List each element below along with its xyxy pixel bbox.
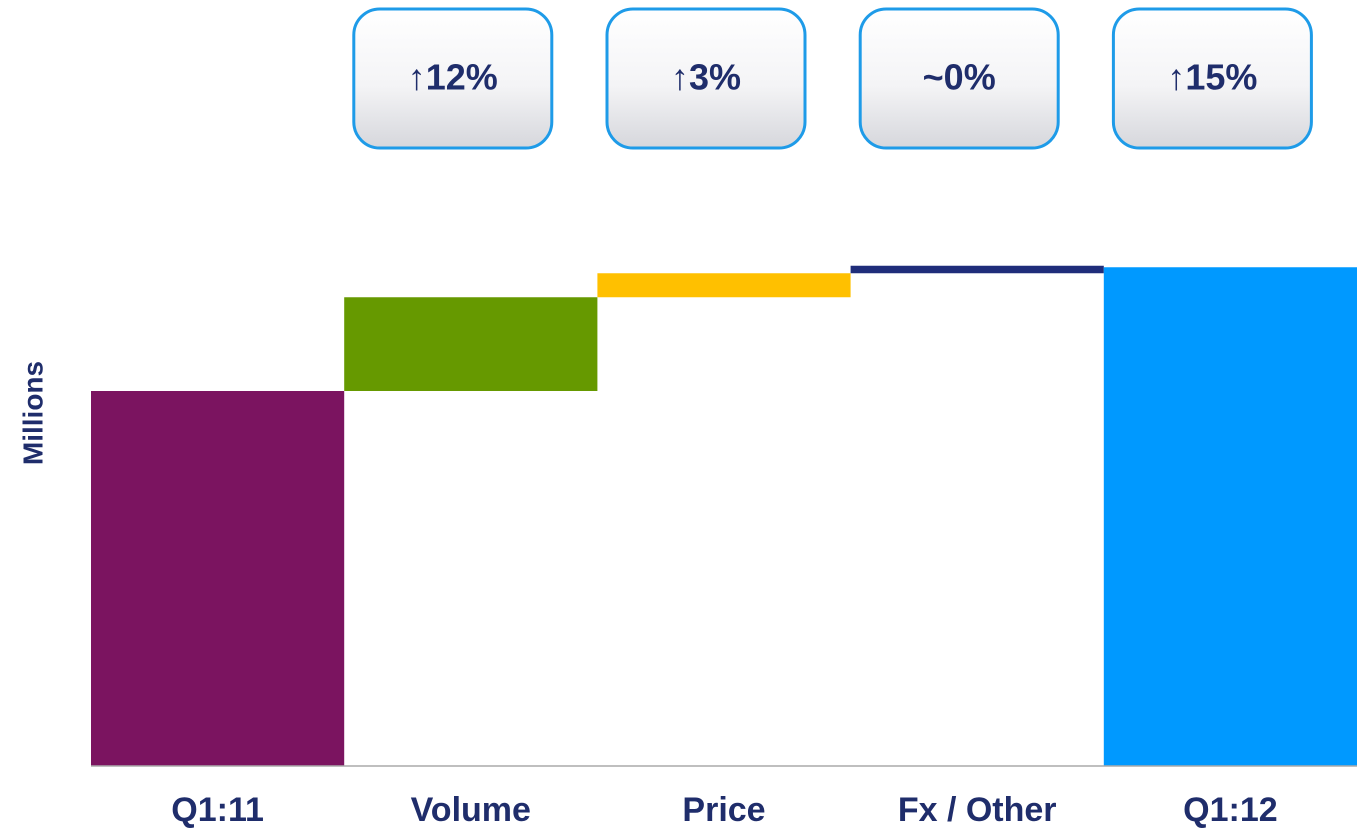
annotation-box [858,7,1060,150]
x-tick-label: Volume [411,791,531,829]
x-tick-label: Price [682,791,765,829]
bar [91,391,345,766]
bar [344,297,598,391]
bar [1103,267,1357,766]
annotation: ↑15% [1167,57,1257,98]
annotation: ↑3% [671,57,741,98]
x-tick-label: Q1:11 [171,791,264,829]
x-tick-label: Q1:12 [1183,791,1278,829]
annotation-box [605,7,807,150]
x-tick-label: Fx / Other [898,791,1057,829]
annotation-box [1111,7,1313,150]
annotation: ~0% [923,57,996,98]
annotation-box [352,7,554,150]
bar [850,265,1104,274]
bar [597,273,851,298]
annotation: ↑12% [408,57,498,98]
y-axis-label: Millions [17,361,48,465]
